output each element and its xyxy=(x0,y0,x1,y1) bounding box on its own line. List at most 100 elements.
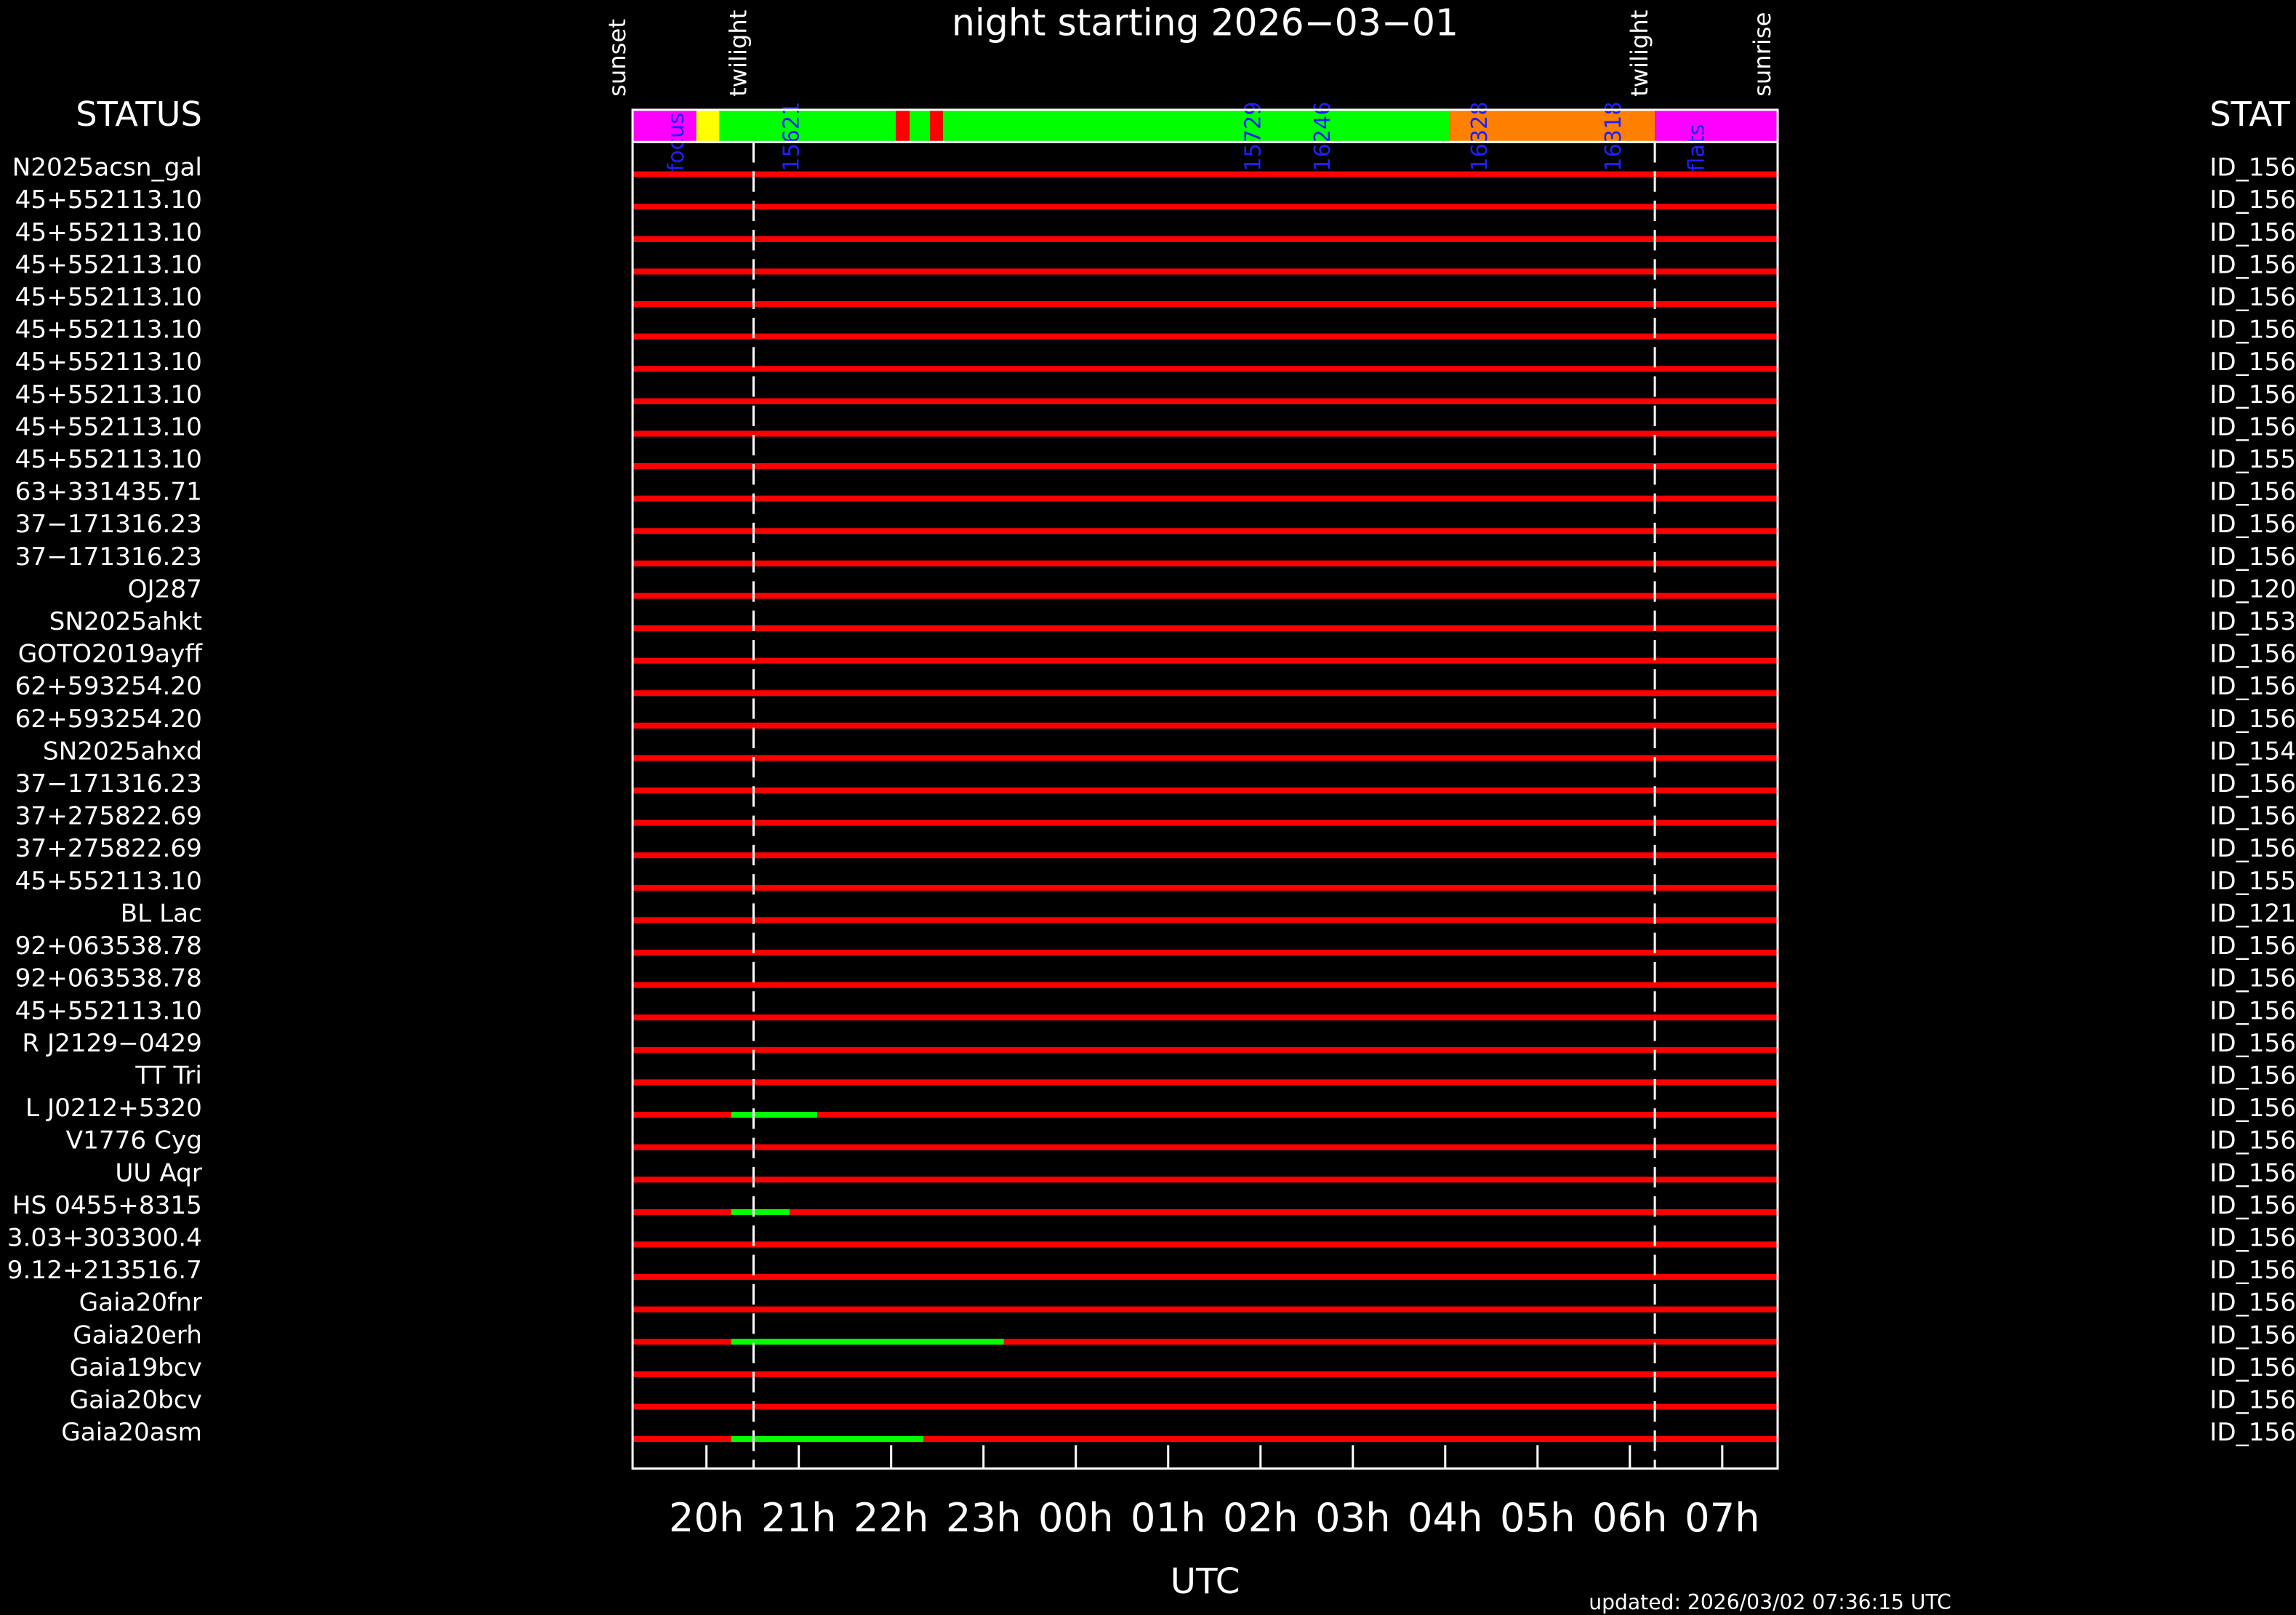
row-id: ID_156 xyxy=(2209,478,2296,507)
row-id: ID_156 xyxy=(2209,1094,2296,1123)
row-id: ID_156 xyxy=(2209,348,2296,377)
row-label: 63+331435.71 xyxy=(15,478,202,507)
row-label: GOTO2019ayff xyxy=(18,640,204,669)
row-label: UU Aqr xyxy=(115,1158,203,1187)
row-label: Gaia20asm xyxy=(61,1418,202,1447)
status-label: 16246 xyxy=(1310,102,1336,172)
event-label: twilight xyxy=(724,10,752,97)
row-label: 45+552113.10 xyxy=(15,283,202,312)
row-label: OJ287 xyxy=(128,574,202,604)
row-id: ID_156 xyxy=(2209,412,2296,441)
row-id: ID_156 xyxy=(2209,1256,2296,1285)
row-label: TT Tri xyxy=(135,1061,202,1090)
row-id: ID_156 xyxy=(2209,996,2296,1025)
row-label: 3.03+303300.4 xyxy=(7,1223,202,1252)
row-label: 37−171316.23 xyxy=(15,769,202,798)
row-label: 45+552113.10 xyxy=(15,412,202,441)
x-tick-label: 01h xyxy=(1131,1495,1206,1541)
row-id: ID_156 xyxy=(2209,283,2296,312)
row-label: 62+593254.20 xyxy=(15,672,202,701)
x-tick-label: 05h xyxy=(1500,1495,1576,1541)
status-segment xyxy=(633,110,697,143)
status-label: 16328 xyxy=(1467,102,1493,172)
row-label: 45+552113.10 xyxy=(15,185,202,215)
row-id: ID_156 xyxy=(2209,1418,2296,1447)
row-id: ID_156 xyxy=(2209,380,2296,409)
row-label: Gaia19bcv xyxy=(70,1353,202,1382)
row-id: ID_156 xyxy=(2209,1061,2296,1090)
row-label: 37−171316.23 xyxy=(15,510,202,539)
row-label: SN2025ahkt xyxy=(49,607,202,636)
left-header: STATUS xyxy=(76,95,202,134)
row-label: HS 0455+8315 xyxy=(12,1191,202,1220)
row-label: 45+552113.10 xyxy=(15,445,202,474)
x-tick-label: 07h xyxy=(1685,1495,1760,1541)
row-label: 45+552113.10 xyxy=(15,218,202,247)
row-label: 92+063538.78 xyxy=(15,931,202,961)
row-id: ID_156 xyxy=(2209,1289,2296,1318)
row-label: 37+275822.69 xyxy=(15,834,202,863)
row-id: ID_156 xyxy=(2209,1385,2296,1414)
row-label: 37−171316.23 xyxy=(15,542,202,572)
row-label: 62+593254.20 xyxy=(15,705,202,734)
x-tick-label: 03h xyxy=(1315,1495,1391,1541)
row-id: ID_120 xyxy=(2209,574,2296,604)
x-tick-label: 04h xyxy=(1408,1495,1483,1541)
row-label: 45+552113.10 xyxy=(15,348,202,377)
status-label: 15621 xyxy=(779,102,805,172)
x-tick-label: 23h xyxy=(946,1495,1021,1541)
row-label: 37+275822.69 xyxy=(15,802,202,831)
status-segment xyxy=(696,110,720,143)
row-id: ID_156 xyxy=(2209,769,2296,798)
chart-title: night starting 2026−03−01 xyxy=(952,1,1458,44)
status-segment xyxy=(896,110,910,143)
event-label: sunrise xyxy=(1749,12,1776,96)
row-id: ID_156 xyxy=(2209,1321,2296,1350)
row-label: 45+552113.10 xyxy=(15,316,202,345)
status-segment xyxy=(942,110,1450,143)
row-label: 45+552113.10 xyxy=(15,867,202,896)
right-header: STAT xyxy=(2209,95,2290,134)
row-id: ID_156 xyxy=(2209,1158,2296,1187)
status-segment xyxy=(930,110,943,143)
row-id: ID_156 xyxy=(2209,834,2296,863)
row-id: ID_156 xyxy=(2209,1126,2296,1155)
row-label: BL Lac xyxy=(121,899,202,928)
row-label: R J2129−0429 xyxy=(22,1029,202,1058)
row-label: Gaia20bcv xyxy=(70,1385,202,1414)
x-tick-label: 21h xyxy=(761,1495,837,1541)
status-segment xyxy=(719,110,896,143)
row-id: ID_155 xyxy=(2209,867,2296,896)
plot-frame xyxy=(631,108,1779,1470)
row-id: ID_121 xyxy=(2209,899,2296,928)
row-id: ID_156 xyxy=(2209,185,2296,215)
row-label: 45+552113.10 xyxy=(15,996,202,1025)
row-label: N2025acsn_gal xyxy=(12,153,202,183)
status-label: 16318 xyxy=(1601,102,1626,172)
status-label: flats xyxy=(1684,124,1709,172)
x-tick-label: 06h xyxy=(1592,1495,1668,1541)
row-id: ID_155 xyxy=(2209,445,2296,474)
row-label: 45+552113.10 xyxy=(15,380,202,409)
row-id: ID_156 xyxy=(2209,1353,2296,1382)
x-tick-label: 20h xyxy=(669,1495,744,1541)
updated-note: updated: 2026/03/02 07:36:15 UTC xyxy=(1589,1590,1951,1614)
row-id: ID_156 xyxy=(2209,672,2296,701)
row-id: ID_156 xyxy=(2209,316,2296,345)
row-id: ID_156 xyxy=(2209,153,2296,183)
row-id: ID_156 xyxy=(2209,510,2296,539)
status-label: 15729 xyxy=(1241,102,1267,172)
row-id: ID_156 xyxy=(2209,1029,2296,1058)
row-label: L J0212+5320 xyxy=(25,1094,202,1123)
status-segment xyxy=(910,110,931,143)
row-label: Gaia20erh xyxy=(73,1321,202,1350)
row-id: ID_156 xyxy=(2209,218,2296,247)
x-tick-label: 22h xyxy=(854,1495,929,1541)
row-id: ID_156 xyxy=(2209,542,2296,572)
row-id: ID_156 xyxy=(2209,250,2296,279)
row-label: 9.12+213516.7 xyxy=(7,1256,202,1285)
event-label: sunset xyxy=(603,19,631,97)
row-id: ID_156 xyxy=(2209,964,2296,993)
